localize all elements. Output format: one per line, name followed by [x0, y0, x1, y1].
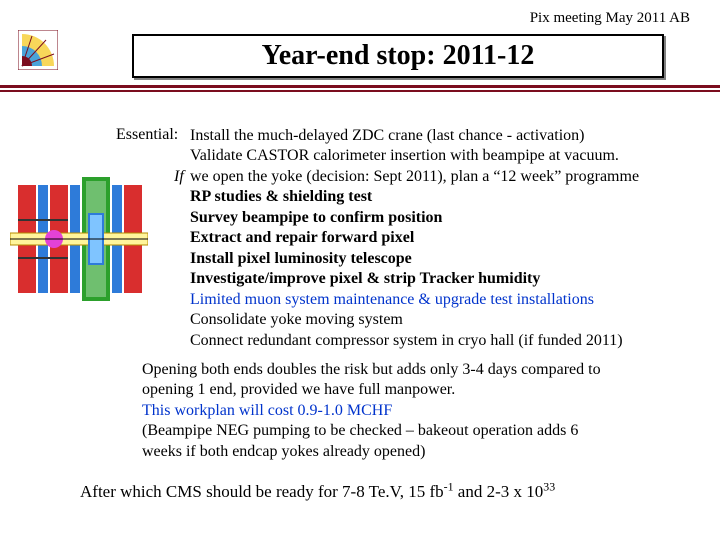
list-item: Extract and repair forward pixel [190, 228, 714, 248]
paragraph-risk: Opening both ends doubles the risk but a… [142, 360, 702, 462]
list-item-text: we open the yoke (decision: Sept 2011), … [190, 168, 639, 185]
title-box: Year-end stop: 2011-12 [132, 34, 664, 78]
divider-thick [0, 85, 720, 88]
list-item: Connect redundant compressor system in c… [190, 331, 714, 351]
list-item: If we open the yoke (decision: Sept 2011… [190, 167, 714, 187]
list-item: Install the much-delayed ZDC crane (last… [190, 126, 714, 146]
list-item: Limited muon system maintenance & upgrad… [190, 290, 714, 310]
divider-thin [0, 90, 720, 92]
paragraph-conclusion: After which CMS should be ready for 7-8 … [80, 482, 710, 502]
sup-fb: -1 [444, 479, 454, 493]
sup-lumi: 33 [543, 479, 555, 493]
list-item: RP studies & shielding test [190, 187, 714, 207]
essential-label: Essential: [116, 126, 178, 144]
para-line: Opening both ends doubles the risk but a… [142, 360, 702, 380]
list-item: Install pixel luminosity telescope [190, 249, 714, 269]
para-line: opening 1 end, provided we have full man… [142, 380, 702, 400]
list-item: Validate CASTOR calorimeter insertion wi… [190, 146, 714, 166]
para-line: weeks if both endcap yokes already opene… [142, 442, 702, 462]
conclusion-mid: and 2-3 x 10 [454, 482, 544, 501]
list-item: Consolidate yoke moving system [190, 310, 714, 330]
if-label: If [174, 167, 184, 187]
page-title: Year-end stop: 2011-12 [262, 40, 535, 72]
para-line: (Beampipe NEG pumping to be checked – ba… [142, 421, 702, 441]
conclusion-pre: After which CMS should be ready for 7-8 … [80, 482, 444, 501]
header-label: Pix meeting May 2011 AB [530, 10, 690, 27]
list-item: Survey beampipe to confirm position [190, 208, 714, 228]
main-list: Install the much-delayed ZDC crane (last… [190, 126, 714, 351]
list-item: Investigate/improve pixel & strip Tracke… [190, 269, 714, 289]
para-line-cost: This workplan will cost 0.9-1.0 MCHF [142, 401, 702, 421]
cms-logo [18, 30, 58, 70]
detector-schematic [10, 175, 148, 303]
